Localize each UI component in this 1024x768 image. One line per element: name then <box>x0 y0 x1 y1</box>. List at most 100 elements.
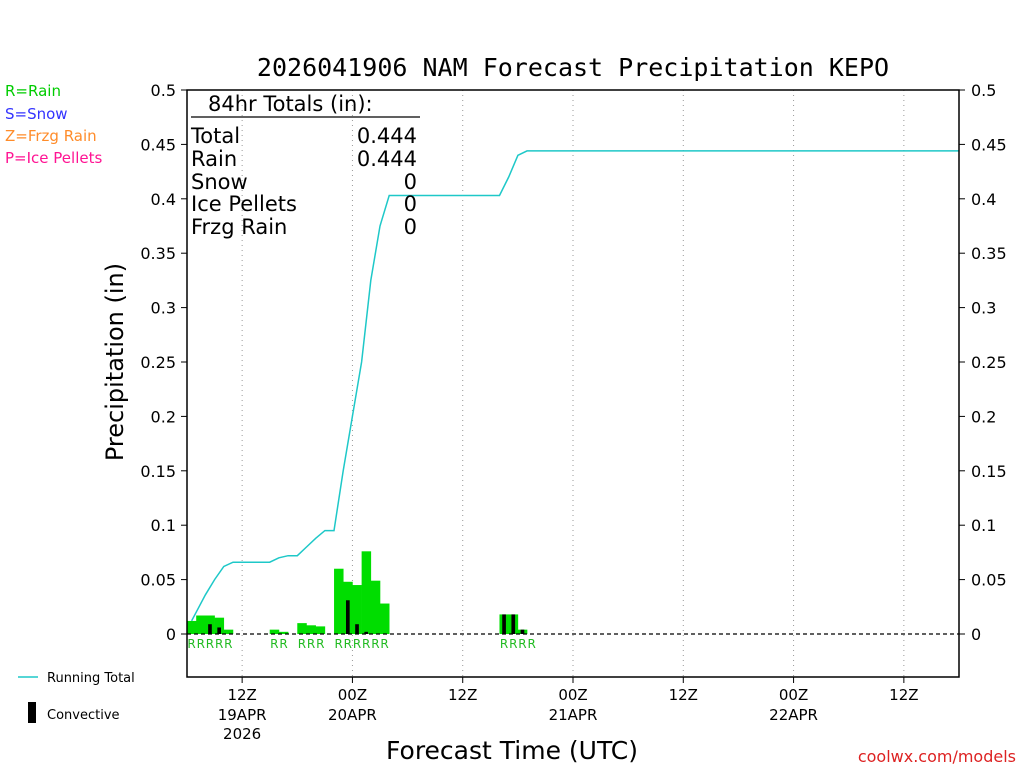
y-tick-label-right: 0.2 <box>971 407 996 426</box>
x-date-label: 21APR <box>549 706 598 724</box>
totals-label-snow: Snow <box>191 170 248 194</box>
precip-bar <box>214 617 225 634</box>
precip-type-label: R <box>353 637 361 651</box>
y-tick-label-left: 0.35 <box>140 244 176 263</box>
y-tick-label-right: 0.45 <box>971 135 1007 154</box>
legend-rain: R=Rain <box>5 82 61 100</box>
convective-swatch <box>28 702 36 723</box>
running-total-line <box>190 150 959 622</box>
x-axis-label: Forecast Time (UTC) <box>386 736 638 765</box>
y-tick-label-left: 0.25 <box>140 353 176 372</box>
y-tick-label-right: 0.4 <box>971 190 996 209</box>
y-tick-label-right: 0.1 <box>971 516 996 535</box>
y-tick-label-left: 0.1 <box>151 516 176 535</box>
x-year-label: 2026 <box>223 725 261 743</box>
totals-value-snow: 0 <box>404 170 417 194</box>
y-tick-label-right: 0.25 <box>971 353 1007 372</box>
precip-bar <box>361 551 372 634</box>
precip-type-label: R <box>215 637 223 651</box>
x-date-label: 20APR <box>328 706 377 724</box>
chart-title: 2026041906 NAM Forecast Precipitation KE… <box>257 53 889 82</box>
x-tick-label: 12Z <box>448 686 477 704</box>
convective-bar <box>208 624 212 634</box>
x-tick-label: 00Z <box>558 686 587 704</box>
running-total-legend-label: Running Total <box>47 671 135 686</box>
legend-snow: S=Snow <box>5 105 68 123</box>
precip-bar <box>223 629 234 634</box>
convective-bar <box>520 629 525 634</box>
precip-bar <box>306 625 316 634</box>
precip-bar <box>334 568 344 634</box>
legend-ice-pellets: P=Ice Pellets <box>5 149 102 167</box>
y-tick-label-left: 0.2 <box>151 407 176 426</box>
precip-bar <box>187 620 197 634</box>
convective-bar <box>345 600 350 634</box>
plot-frame <box>186 89 960 678</box>
y-tick-label-right: 0.05 <box>971 571 1007 590</box>
precip-type-label: R <box>527 637 535 651</box>
precip-type-label: R <box>197 637 205 651</box>
precip-bar <box>315 626 326 634</box>
y-tick-label-left: 0.15 <box>140 462 176 481</box>
precip-bar <box>370 580 381 634</box>
precip-type-label: R <box>380 637 388 651</box>
precip-type-label: R <box>298 637 306 651</box>
type-legend: R=Rain S=Snow Z=Frzg Rain P=Ice Pellets <box>5 82 102 167</box>
totals-label-ice-pellets: Ice Pellets <box>191 192 297 216</box>
x-tick-label: 00Z <box>779 686 808 704</box>
precip-bars <box>187 551 528 634</box>
y-tick-label-left: 0 <box>166 625 176 644</box>
y-tick-label-right: 0 <box>971 625 981 644</box>
y-tick-label-right: 0.3 <box>971 299 996 318</box>
precip-type-label: R <box>224 637 232 651</box>
convective-bar <box>355 624 359 634</box>
precip-type-label: R <box>316 637 324 651</box>
convective-bar <box>502 614 506 634</box>
totals-value-ice-pellets: 0 <box>404 192 417 216</box>
x-tick-label: 12Z <box>889 686 918 704</box>
precip-bar <box>380 603 390 634</box>
precip-type-label: R <box>270 637 278 651</box>
precip-bar <box>278 631 289 634</box>
precip-bar <box>297 623 307 634</box>
y-tick-label-right: 0.5 <box>971 81 996 100</box>
totals-value-frzg-rain: 0 <box>404 215 417 239</box>
series-legend: Running Total Convective <box>18 671 135 723</box>
precip-type-label: R <box>500 637 508 651</box>
y-tick-label-right: 0.15 <box>971 462 1007 481</box>
precip-type-label: R <box>518 637 526 651</box>
precip-type-label: R <box>206 637 214 651</box>
y-tick-label-right: 0.35 <box>971 244 1007 263</box>
totals-header: 84hr Totals (in): <box>208 92 373 116</box>
y-axis-ticks: 0 00.05 0.050.1 0.10.15 0.150.2 0.20.25 0.250.… <box>140 81 1006 644</box>
totals-value-rain: 0.444 <box>357 147 417 171</box>
precip-type-label: R <box>509 637 517 651</box>
convective-bar <box>364 631 369 634</box>
precip-type-label: R <box>344 637 352 651</box>
precip-bar <box>269 629 280 634</box>
precip-type-label: R <box>279 637 287 651</box>
precip-type-label: R <box>187 637 195 651</box>
precip-bar <box>196 615 206 634</box>
y-tick-label-left: 0.5 <box>151 81 176 100</box>
footer-credit: coolwx.com/models <box>858 747 1016 766</box>
legend-frzg-rain: Z=Frzg Rain <box>5 127 97 145</box>
totals-label-frzg-rain: Frzg Rain <box>191 215 287 239</box>
precip-bar <box>352 585 362 634</box>
x-tick-label: 00Z <box>338 686 367 704</box>
totals-box: 84hr Totals (in): Total 0.444 Rain 0.444… <box>190 92 420 239</box>
y-tick-label-left: 0.45 <box>140 135 176 154</box>
convective-legend-label: Convective <box>47 708 120 723</box>
x-tick-label: 12Z <box>669 686 698 704</box>
totals-label-rain: Rain <box>191 147 237 171</box>
precip-type-label: R <box>334 637 342 651</box>
precip-type-label: R <box>362 637 370 651</box>
y-axis-label: Precipitation (in) <box>101 263 129 461</box>
x-tick-label: 12Z <box>227 686 256 704</box>
convective-bars <box>208 600 525 634</box>
precip-type-label: R <box>307 637 315 651</box>
totals-label-total: Total <box>190 124 240 148</box>
